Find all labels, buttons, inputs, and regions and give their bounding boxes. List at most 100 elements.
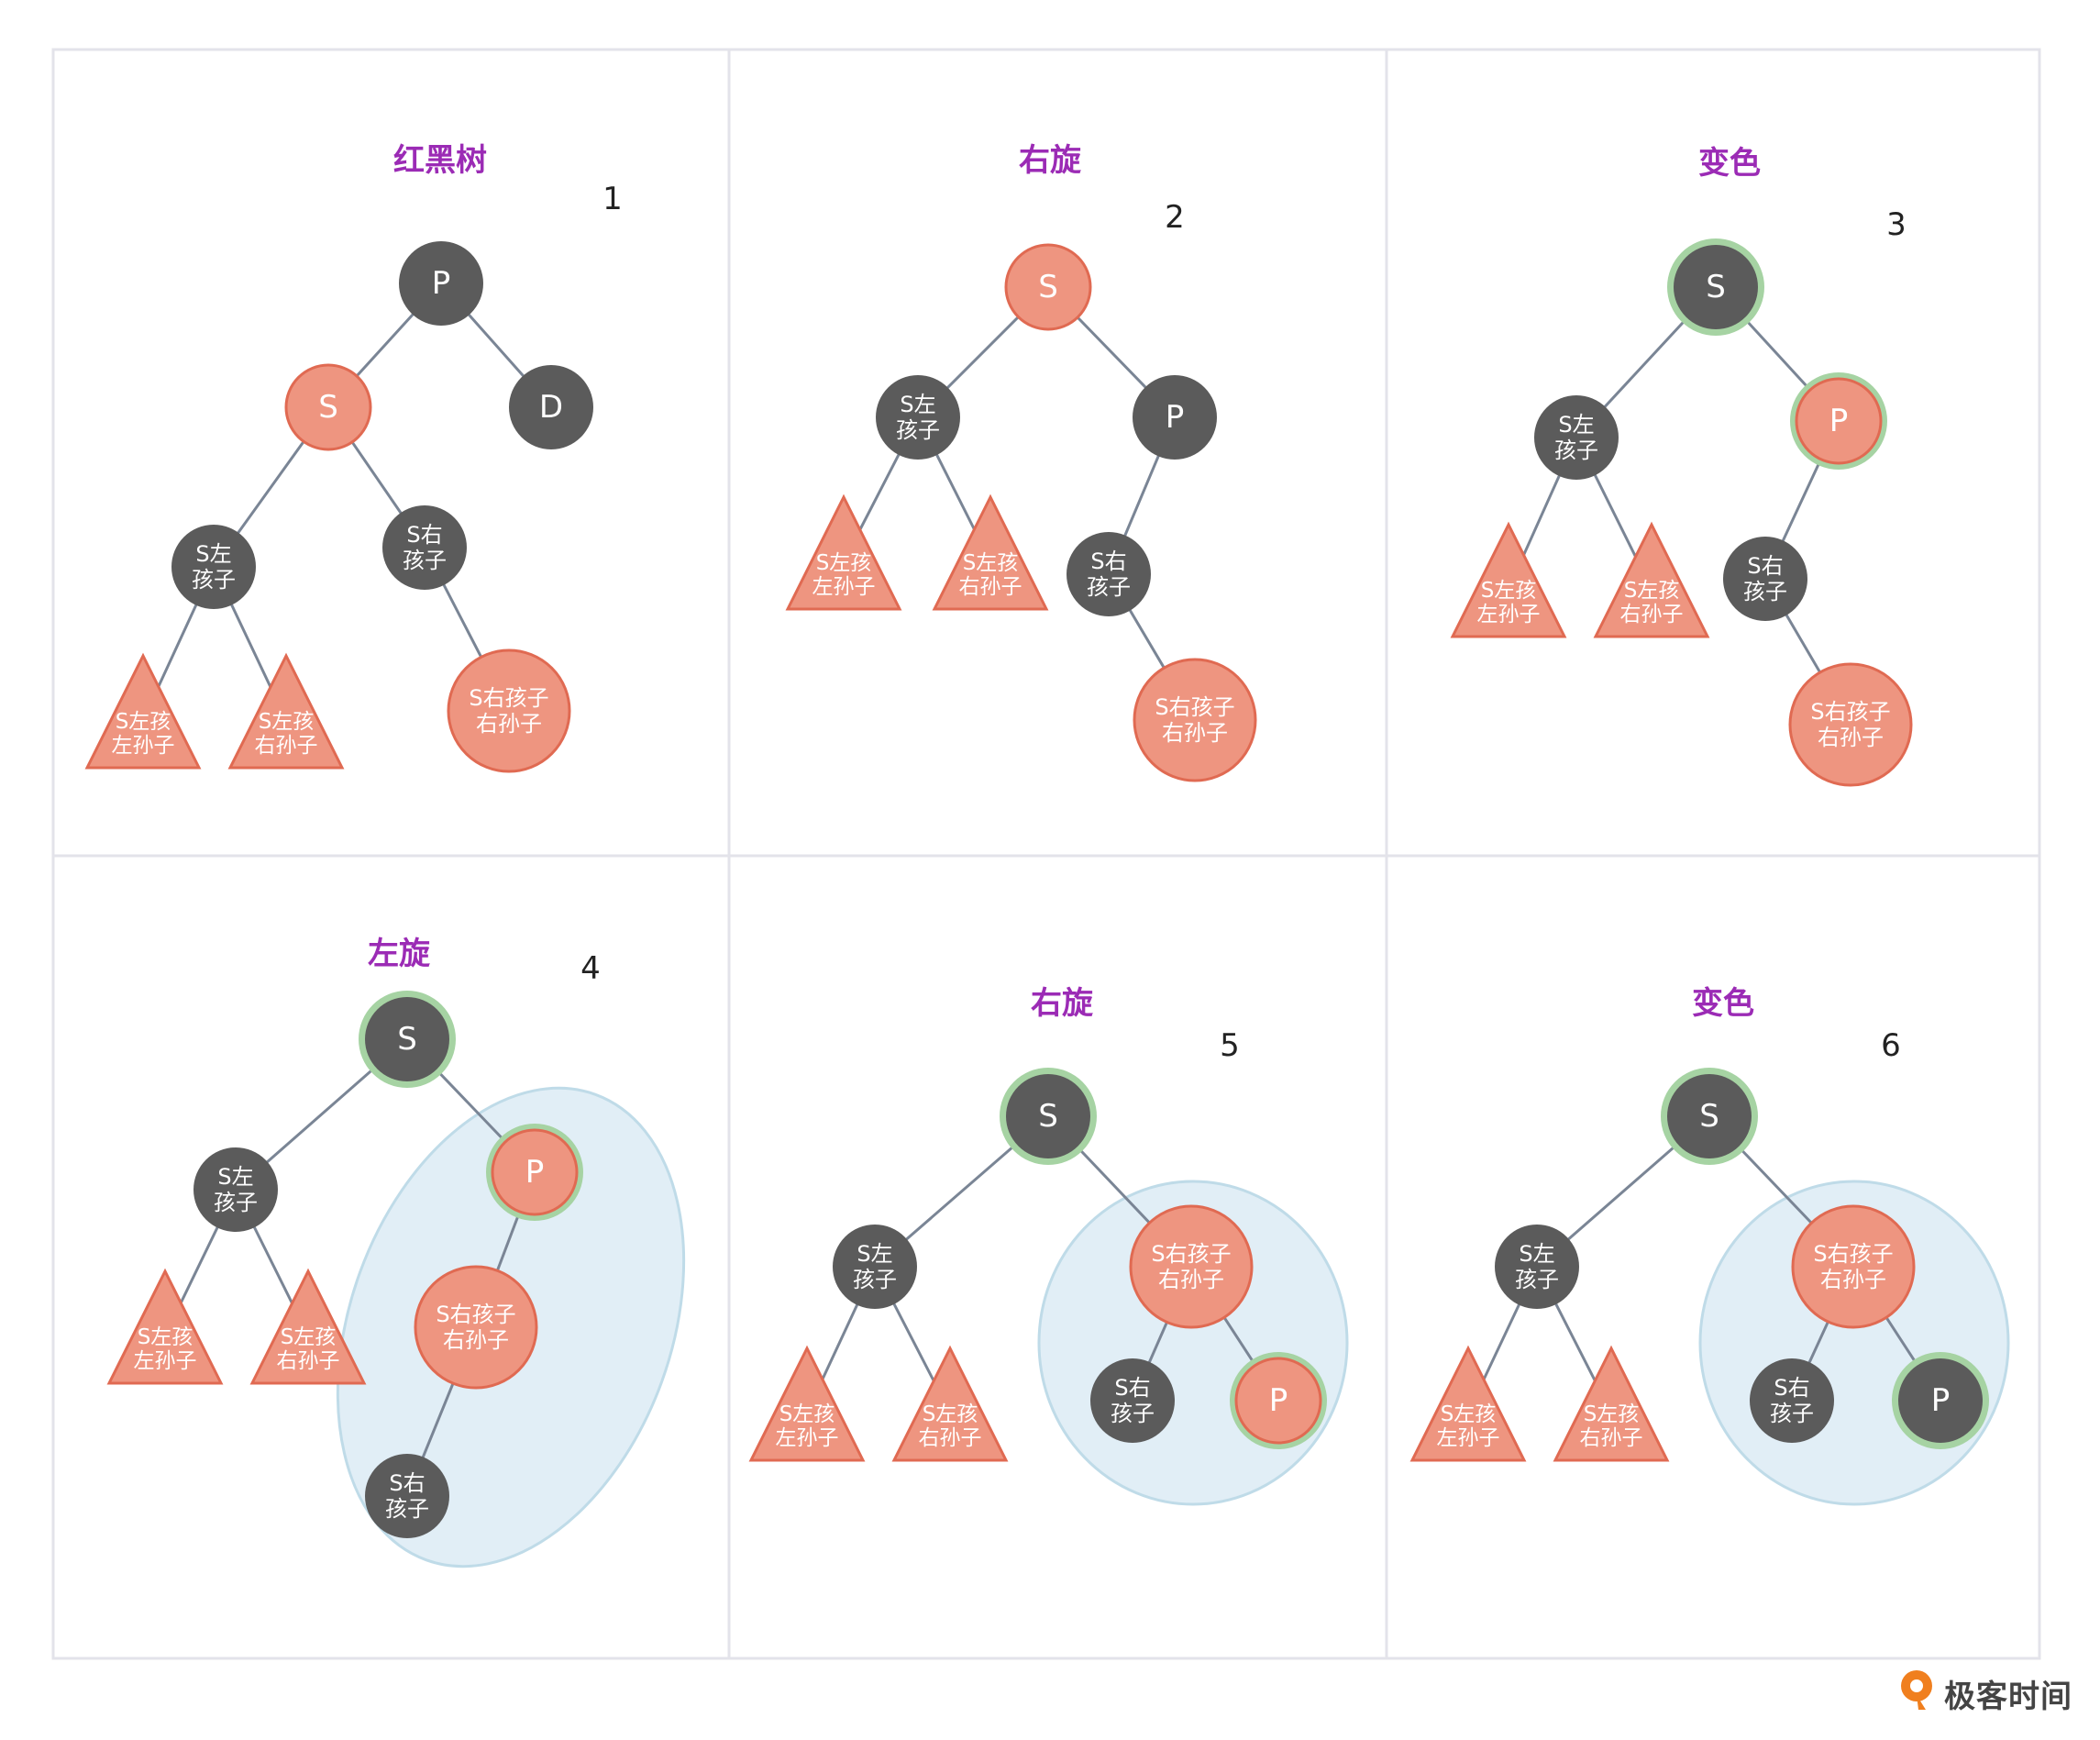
tree-node-sr: S右孩子 xyxy=(1750,1358,1834,1443)
tree-node-slr: S左孩右孙子 xyxy=(249,1268,367,1385)
tree-node-sl: S左孩子 xyxy=(171,525,256,609)
panel-3: 变色 3 S S左孩子 P S左孩左孙子 S左孩右孙子 S右孩子 S右孩子右孙子 xyxy=(1450,145,1913,787)
node-label: D xyxy=(539,389,563,426)
node-label: P xyxy=(525,1154,545,1191)
node-label: S右孩子 xyxy=(385,1470,429,1522)
subtree-triangle xyxy=(891,1345,1009,1462)
panel-2: 右旋 2 S S左孩子 P S左孩左孙子 S左孩右孙子 S右孩子 S右孩子右孙子 xyxy=(785,142,1257,782)
tree-node-srr: S右孩子右孙子 xyxy=(447,648,571,773)
node-circle xyxy=(1067,532,1151,616)
tree-node-sr: S右孩子 xyxy=(365,1454,449,1538)
tree-node-slr: S左孩右孙子 xyxy=(1553,1345,1670,1462)
node-label: S右孩子右孙子 xyxy=(1813,1241,1893,1292)
panel-4: 左旋 4 S S左孩子 P S左孩左孙子 S左孩右孙子 S右孩子右孙子 S右孩子 xyxy=(106,936,686,1568)
node-label: S左孩左孙子 xyxy=(134,1325,197,1373)
node-circle xyxy=(491,1128,579,1216)
tree-node-s: S xyxy=(1661,1068,1758,1165)
node-label: S右孩子右孙子 xyxy=(1151,1241,1231,1292)
subtree-triangle xyxy=(1409,1345,1527,1462)
node-label: P xyxy=(1829,403,1849,439)
tree-node-sll: S左孩左孙子 xyxy=(748,1345,866,1462)
node-circle xyxy=(1795,377,1883,465)
tree-node-slr: S左孩右孙子 xyxy=(227,652,345,770)
node-label: S左孩左孙子 xyxy=(112,710,175,758)
subtree-triangle xyxy=(227,652,345,770)
subtree-triangle xyxy=(932,493,1049,611)
node-circle xyxy=(833,1225,917,1309)
tree-node-srr: S右孩子右孙子 xyxy=(414,1265,538,1390)
node-circle xyxy=(1234,1357,1322,1445)
tree-node-slr: S左孩右孙子 xyxy=(1593,521,1710,638)
tree-node-sr: S右孩子 xyxy=(1723,537,1807,621)
tree-node-srr: S右孩子右孙子 xyxy=(1129,1204,1254,1329)
panel-1: 红黑树 1 P S D S左孩子 S右孩子 S左孩左孙子 S左孩右孙子 S右孩子右孙子 xyxy=(84,142,623,773)
tree-node-sr: S右孩子 xyxy=(382,505,467,590)
subtree-triangle xyxy=(106,1268,224,1385)
tree-node-slr: S左孩右孙子 xyxy=(891,1345,1009,1462)
node-circle xyxy=(1750,1358,1834,1443)
node-circle xyxy=(1133,375,1217,460)
panel-title: 变色 xyxy=(1692,985,1754,1022)
panel-title: 变色 xyxy=(1698,145,1761,182)
brand-name: 极客时间 xyxy=(1944,1679,2072,1715)
node-label: P xyxy=(1166,399,1185,436)
node-circle xyxy=(414,1265,538,1390)
tree-node-sll: S左孩左孙子 xyxy=(84,652,202,770)
tree-node-sll: S左孩左孙子 xyxy=(785,493,902,611)
node-label: P xyxy=(1269,1382,1288,1419)
node-label: S左孩左孙子 xyxy=(1477,579,1541,626)
tree-node-sl: S左孩子 xyxy=(1495,1225,1579,1309)
brand-logo: 极客时间 xyxy=(1898,1662,2091,1717)
panel-title: 左旋 xyxy=(368,936,430,972)
tree-node-sll: S左孩左孙子 xyxy=(1409,1345,1527,1462)
node-label: S左孩子 xyxy=(1554,412,1598,463)
node-circle xyxy=(1495,1225,1579,1309)
panel-6: 变色 6 S S左孩子 S右孩子右孙子 S左孩左孙子 S左孩右孙子 S右孩子 P xyxy=(1409,985,2010,1506)
panel-title: 右旋 xyxy=(1019,142,1081,179)
tree-node-p: P xyxy=(1133,375,1217,460)
node-label: S左孩子 xyxy=(1515,1241,1559,1292)
subtree-triangle xyxy=(84,652,202,770)
tree-node-slr: S左孩右孙子 xyxy=(932,493,1049,611)
node-circle xyxy=(447,648,571,773)
tree-node-sr: S右孩子 xyxy=(1090,1358,1175,1443)
node-label: S右孩子右孙子 xyxy=(1810,699,1890,750)
tree-node-sll: S左孩左孙子 xyxy=(106,1268,224,1385)
panel-title: 红黑树 xyxy=(393,142,487,179)
node-circle xyxy=(284,363,372,451)
node-circle xyxy=(1534,395,1619,480)
node-circle xyxy=(1004,243,1092,331)
step-number: 2 xyxy=(1165,199,1185,236)
node-label: S xyxy=(1699,1098,1719,1135)
tree-node-s: S xyxy=(1667,238,1764,336)
node-circle xyxy=(1723,537,1807,621)
node-circle xyxy=(1006,1074,1090,1158)
tree-node-d: D xyxy=(509,365,593,449)
node-label: S左孩右孙子 xyxy=(255,710,318,758)
node-label: S xyxy=(397,1021,417,1058)
panel-grid xyxy=(51,48,2041,1660)
node-circle xyxy=(1788,662,1913,787)
node-label: S右孩子 xyxy=(1770,1375,1814,1426)
tree-node-sl: S左孩子 xyxy=(193,1147,278,1232)
subtree-triangle xyxy=(1450,521,1567,638)
tree-edges xyxy=(842,285,1197,721)
step-number: 3 xyxy=(1886,206,1907,243)
tree-node-srr: S右孩子右孙子 xyxy=(1133,658,1257,782)
node-label: S左孩子 xyxy=(214,1164,258,1215)
subtree-triangle xyxy=(249,1268,367,1385)
node-label: S xyxy=(1706,269,1726,305)
tree-node-s: S xyxy=(1000,1068,1097,1165)
tree-node-sl: S左孩子 xyxy=(833,1225,917,1309)
node-circle xyxy=(1129,1204,1254,1329)
node-circle xyxy=(1674,245,1758,329)
step-number: 6 xyxy=(1881,1027,1901,1064)
node-label: S右孩子 xyxy=(1743,553,1787,604)
node-label: S右孩子右孙子 xyxy=(1155,694,1234,746)
tree-node-s: S xyxy=(1004,243,1092,331)
node-label: S左孩右孙子 xyxy=(1620,579,1684,626)
node-circle xyxy=(509,365,593,449)
subtree-triangle xyxy=(1553,1345,1670,1462)
node-label: S左孩右孙子 xyxy=(959,551,1022,599)
node-label: S xyxy=(318,389,338,426)
